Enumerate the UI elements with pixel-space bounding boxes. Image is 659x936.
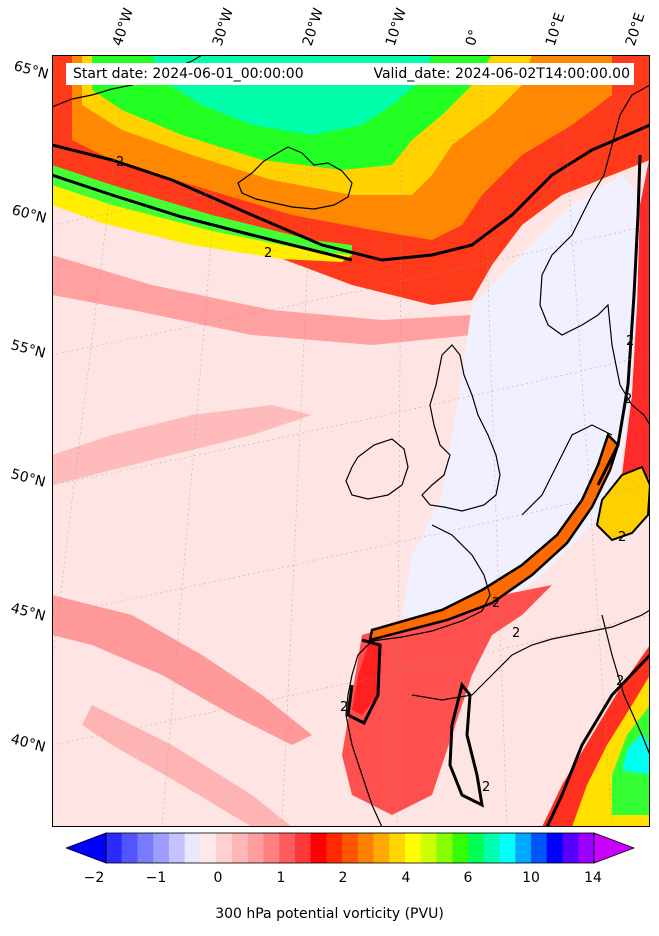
pv-atlantic-band-1 xyxy=(52,255,472,345)
potential-vorticity-map: 2 2 2 2 2 2 2 2 2 2 xyxy=(52,55,650,827)
contour-label: 2 xyxy=(492,596,500,611)
lon-label-40w: 40°W xyxy=(109,6,137,49)
contour-2pvu-mediterranean xyxy=(448,681,484,808)
contour-2pvu-iberia xyxy=(346,638,382,726)
contour-label: 2 xyxy=(264,246,272,261)
colorbar-cell xyxy=(326,833,343,863)
map-header: Start date: 2024-06-01_00:00:00 Valid_da… xyxy=(66,63,634,85)
colorbar-cell xyxy=(468,833,485,863)
pv-iberia-core xyxy=(352,640,382,715)
lon-label-30w: 30°W xyxy=(209,6,237,49)
iceland-coast xyxy=(237,146,353,210)
contour-2pvu-east xyxy=(596,154,642,486)
continent-coast xyxy=(345,524,491,827)
contour-2pvu-north xyxy=(52,123,650,262)
contour-2pvu-southeast xyxy=(545,653,650,827)
pv-southeast-cyan xyxy=(622,733,650,775)
colorbar-cell xyxy=(121,833,138,863)
mediterranean-coast xyxy=(411,609,650,701)
colorbar-cell xyxy=(263,833,280,863)
colorbar-cell xyxy=(499,833,516,863)
colorbar-cell xyxy=(200,833,217,863)
colorbar-cell xyxy=(531,833,548,863)
colorbar-cell xyxy=(405,833,422,863)
lon-label-10w: 10°W xyxy=(382,6,410,49)
colorbar-tick: 6 xyxy=(463,870,473,886)
graticule xyxy=(52,55,650,827)
colorbar-tick: 1 xyxy=(276,870,286,886)
colorbar-cell xyxy=(357,833,375,863)
colorbar-cell xyxy=(279,833,296,863)
lat-label-55n: 55°N xyxy=(8,337,48,362)
colorbar-cell xyxy=(294,833,312,863)
pv-alps-yellow xyxy=(595,465,650,542)
colorbar-cell xyxy=(106,833,123,863)
lat-label-50n: 50°N xyxy=(8,466,48,491)
pv-norway-strip xyxy=(612,155,650,525)
great-britain-coast xyxy=(421,344,501,512)
lon-label-20e: 20°E xyxy=(622,11,649,48)
colorbar-cell xyxy=(153,833,170,863)
colorbar xyxy=(66,832,636,864)
colorbar-tick: 4 xyxy=(401,870,411,886)
lat-label-45n: 45°N xyxy=(8,600,48,625)
colorbar-tick: 0 xyxy=(213,870,223,886)
contour-label: 2 xyxy=(340,700,348,715)
colorbar-cell xyxy=(231,833,249,863)
pv-jet-stripe-green xyxy=(52,165,352,255)
colorbar-tick: 14 xyxy=(584,870,602,886)
contour-label: 2 xyxy=(482,780,490,795)
colorbar-cell xyxy=(247,833,264,863)
colorbar-cell xyxy=(546,833,564,863)
colorbar-max-arrow xyxy=(593,832,636,864)
colorbar-cell xyxy=(310,833,327,863)
valid-date-label: Valid_date: 2024-06-02T14:00:00.00 xyxy=(373,66,630,82)
colorbar-cell xyxy=(436,833,453,863)
lat-label-60n: 60°N xyxy=(9,202,49,227)
contour-label: 2 xyxy=(116,155,124,170)
contour-label: 2 xyxy=(626,334,634,349)
colorbar-tick: 2 xyxy=(338,870,348,886)
pv-atlantic-band-2 xyxy=(52,405,312,485)
colorbar-tick: −1 xyxy=(145,870,167,886)
north-sea-coast xyxy=(521,424,613,516)
italy-coast xyxy=(601,614,650,756)
lon-label-0: 0° xyxy=(462,27,483,48)
contour-label: 2 xyxy=(618,530,626,545)
coastlines xyxy=(52,55,650,827)
contour-2pvu-jet xyxy=(52,173,353,262)
colorbar-tick: −2 xyxy=(83,870,105,886)
ireland-coast xyxy=(345,438,409,500)
start-date-label: Start date: 2024-06-01_00:00:00 xyxy=(73,66,304,82)
colorbar-cell xyxy=(578,833,595,863)
colorbar-cell xyxy=(373,833,390,863)
colorbar-cell xyxy=(184,833,201,863)
lat-label-40n: 40°N xyxy=(8,731,48,756)
colorbar-cell xyxy=(168,833,186,863)
pv-atlantic-band-3 xyxy=(52,595,312,745)
colorbar-min-arrow xyxy=(66,832,107,864)
colorbar-cell xyxy=(389,833,406,863)
colorbar-cell xyxy=(216,833,233,863)
lon-label-20w: 20°W xyxy=(299,6,327,49)
colorbar-cell xyxy=(515,833,532,863)
pv-jet-orange-diagonal xyxy=(368,432,620,642)
pv-iberia-red xyxy=(342,585,552,815)
colorbar-cell xyxy=(562,833,579,863)
colorbar-cell xyxy=(483,833,501,863)
pv-jet-stripe-yellow xyxy=(52,185,352,262)
colorbar-cell xyxy=(420,833,438,863)
scandinavia-coast xyxy=(539,84,650,426)
lat-label-65n: 65°N xyxy=(11,58,51,83)
pv-atlantic-band-4 xyxy=(82,705,292,827)
colorbar-cell xyxy=(137,833,154,863)
colorbar-cell xyxy=(452,833,469,863)
colorbar-cell xyxy=(342,833,359,863)
contour-label: 2 xyxy=(512,626,520,641)
colorbar-title: 300 hPa potential vorticity (PVU) xyxy=(215,906,444,922)
lon-label-10e: 10°E xyxy=(542,11,569,48)
colorbar-tick: 10 xyxy=(522,870,540,886)
